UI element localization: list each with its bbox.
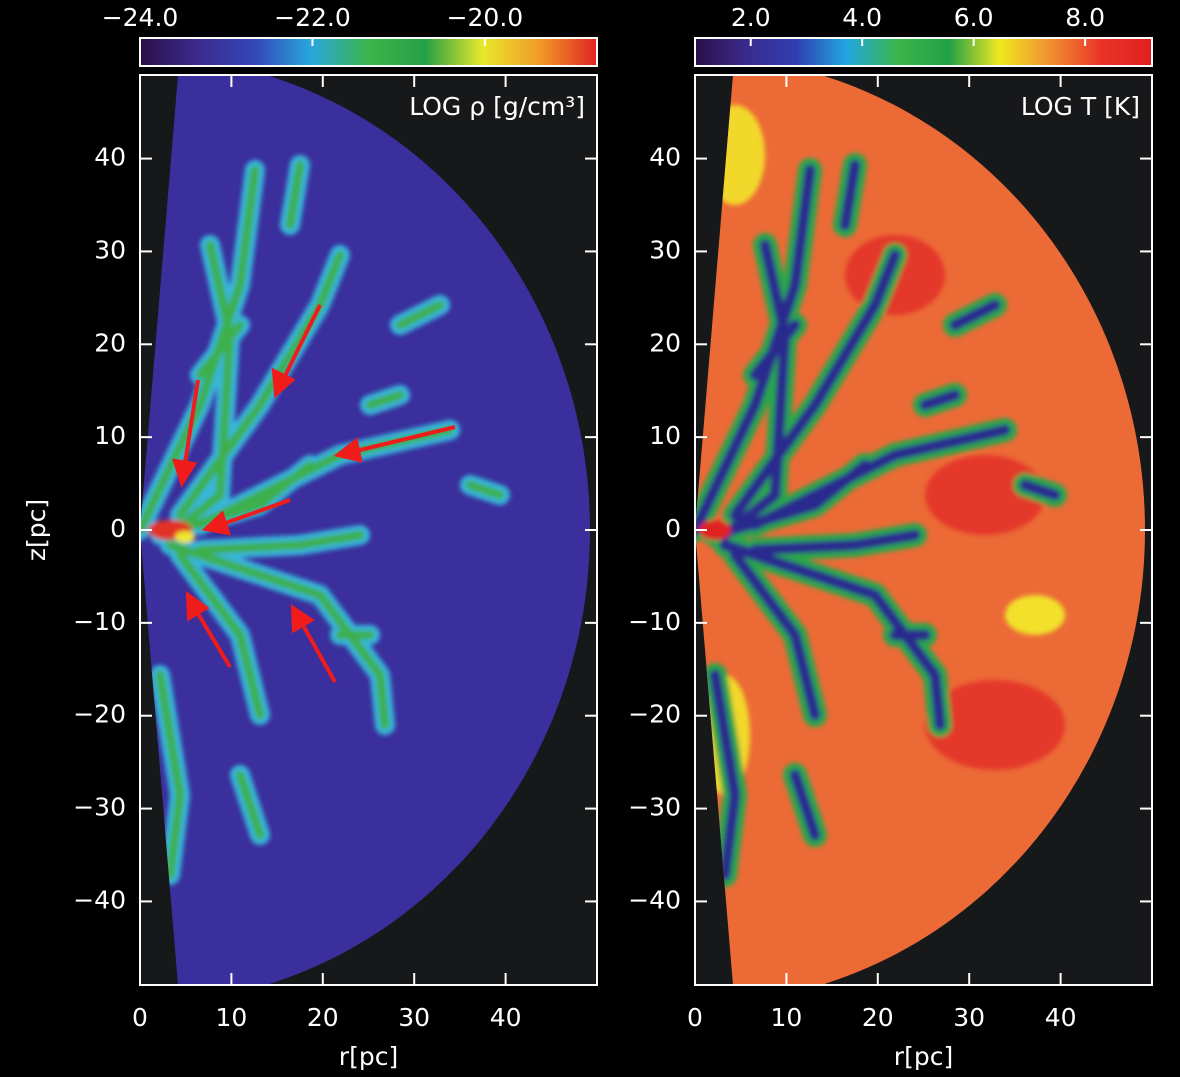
colorbar-tick-label: 4.0 [842, 3, 882, 32]
y-tick-label: 30 [649, 235, 681, 264]
y-tick-label: 20 [94, 328, 126, 357]
y-tick-label: 10 [94, 421, 126, 450]
colorbar [695, 38, 1152, 66]
x-tick-label: 10 [215, 1003, 247, 1032]
colorbar-tick-label: 2.0 [731, 3, 771, 32]
colorbar-tick-label: −24.0 [102, 3, 179, 32]
y-axis-label: z[pc] [22, 499, 51, 561]
panel-title: LOG ρ [g/cm³] [409, 92, 585, 121]
y-tick-label: −20 [628, 700, 681, 729]
x-tick-label: 30 [398, 1003, 430, 1032]
y-tick-label: −20 [73, 700, 126, 729]
y-tick-label: −30 [628, 793, 681, 822]
y-tick-label: 10 [649, 421, 681, 450]
figure: 0 10 20 30 40 −40 −30 −20 −10 0 10 20 30 40 LOG ρ [g/c… [0, 0, 1180, 1077]
x-tick-label: 0 [132, 1003, 148, 1032]
y-tick-label: −30 [73, 793, 126, 822]
temperature-field [695, 75, 1155, 985]
y-tick-label: −10 [73, 607, 126, 636]
y-tick-label: 0 [665, 514, 681, 543]
x-axis-label: r[pc] [894, 1042, 953, 1071]
y-tick-label: −10 [628, 607, 681, 636]
x-tick-label: 10 [770, 1003, 802, 1032]
y-tick-label: 0 [110, 514, 126, 543]
y-tick-label: 30 [94, 235, 126, 264]
colorbar-tick-label: −20.0 [447, 3, 524, 32]
density-field [140, 75, 600, 985]
x-tick-label: 40 [490, 1003, 522, 1032]
panel-title: LOG T [K] [1021, 92, 1140, 121]
y-tick-label: −40 [73, 885, 126, 914]
colorbar-tick-label: 8.0 [1065, 3, 1105, 32]
x-tick-label: 30 [953, 1003, 985, 1032]
y-tick-label: 40 [649, 143, 681, 172]
x-tick-label: 0 [687, 1003, 703, 1032]
colorbar-tick-label: −22.0 [274, 3, 351, 32]
y-tick-label: 40 [94, 143, 126, 172]
x-axis-label: r[pc] [339, 1042, 398, 1071]
colorbar [140, 38, 597, 66]
x-tick-label: 20 [307, 1003, 339, 1032]
y-tick-label: −40 [628, 885, 681, 914]
x-tick-label: 20 [862, 1003, 894, 1032]
colorbar-tick-label: 6.0 [954, 3, 994, 32]
x-tick-label: 40 [1045, 1003, 1077, 1032]
y-tick-label: 20 [649, 328, 681, 357]
